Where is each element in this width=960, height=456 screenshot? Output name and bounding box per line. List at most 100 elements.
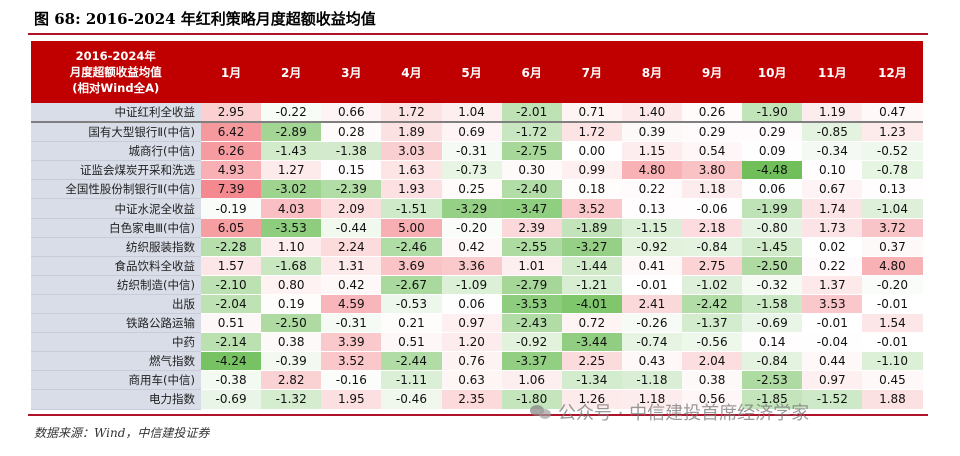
row-label: 证监会煤炭开采和洗选 <box>31 160 201 181</box>
value-cell: -3.27 <box>561 237 622 257</box>
value-cell: -0.01 <box>862 294 923 315</box>
value-cell: 0.80 <box>261 275 322 295</box>
value-cell: 3.53 <box>802 294 863 315</box>
value-cell: 2.95 <box>201 103 262 124</box>
value-cell: -1.44 <box>561 256 622 276</box>
value-cell: 0.10 <box>802 160 863 181</box>
table-row: 城商行(中信) 6.26 -1.43 -1.38 3.03 -0.31 -2.75 0.00 1… <box>31 141 923 162</box>
value-cell: 0.42 <box>321 275 382 295</box>
value-cell: -1.18 <box>621 370 682 391</box>
header-month: 6月 <box>501 41 563 103</box>
value-cell: 0.67 <box>802 179 863 200</box>
value-cell: 0.51 <box>201 313 262 334</box>
value-cell: 0.99 <box>561 160 622 181</box>
watermark-text: 公众号 · 中信建投首席经济学家 <box>558 403 810 424</box>
value-cell: -1.52 <box>802 389 863 410</box>
value-cell: 1.10 <box>261 237 322 257</box>
header-month: 3月 <box>321 41 382 103</box>
row-label: 纺织服装指数 <box>31 237 201 257</box>
value-cell: -1.85 <box>742 389 803 410</box>
row-label: 白色家电Ⅲ(中信) <box>31 218 201 238</box>
value-cell: 1.40 <box>621 103 682 124</box>
value-cell: 3.52 <box>321 351 382 372</box>
figure-title: 图 68: 2016-2024 年红利策略月度超额收益均值 <box>34 10 376 28</box>
value-cell: 1.37 <box>802 275 863 295</box>
value-cell: 2.39 <box>501 218 562 238</box>
value-cell: -3.37 <box>501 351 562 372</box>
value-cell: 0.28 <box>321 122 382 143</box>
value-cell: 4.59 <box>321 294 382 315</box>
row-label: 燃气指数 <box>31 351 201 372</box>
header-corner: 2016-2024年 月度超额收益均值 (相对Wind全A) <box>31 41 202 103</box>
value-cell: -0.31 <box>441 141 502 162</box>
value-cell: 2.09 <box>321 198 382 219</box>
value-cell: 0.06 <box>742 179 803 200</box>
value-cell: -2.39 <box>321 179 382 200</box>
value-cell: -1.45 <box>742 237 803 257</box>
value-cell: -0.34 <box>802 141 863 162</box>
value-cell: -2.79 <box>501 275 562 295</box>
value-cell: 1.18 <box>682 179 743 200</box>
value-cell: 0.45 <box>862 370 923 391</box>
table-row: 出版 -2.04 0.19 4.59 -0.53 0.06 -3.53 -4.01 2.41 -2… <box>31 294 923 315</box>
value-cell: 0.47 <box>862 103 923 124</box>
value-cell: -1.51 <box>381 198 442 219</box>
bottom-rule <box>28 414 928 416</box>
value-cell: 1.95 <box>321 389 382 410</box>
value-cell: 0.43 <box>621 351 682 372</box>
value-cell: 0.29 <box>742 122 803 143</box>
value-cell: -0.44 <box>321 218 382 238</box>
value-cell: 6.26 <box>201 141 262 162</box>
value-cell: -0.73 <box>441 160 502 181</box>
header-month: 9月 <box>682 41 743 103</box>
table-body: 中证红利全收益 2.95 -0.22 0.66 1.72 1.04 -2.01 0.71 1.4… <box>31 103 923 410</box>
value-cell: 6.05 <box>201 218 262 238</box>
value-cell: -4.48 <box>742 160 803 181</box>
table-row: 纺织制造(中信) -2.10 0.80 0.42 -2.67 -1.09 -2.79 -1.2… <box>31 275 923 295</box>
value-cell: -2.67 <box>381 275 442 295</box>
row-label: 中证红利全收益 <box>31 103 201 124</box>
value-cell: -1.02 <box>682 275 743 295</box>
value-cell: -3.02 <box>261 179 322 200</box>
value-cell: 0.30 <box>501 160 562 181</box>
value-cell: -2.42 <box>682 294 743 315</box>
value-cell: -1.32 <box>261 389 322 410</box>
value-cell: -0.20 <box>862 275 923 295</box>
value-cell: 1.04 <box>441 103 502 124</box>
value-cell: 2.82 <box>261 370 322 391</box>
value-cell: -0.56 <box>682 332 743 353</box>
header-month: 11月 <box>802 41 863 103</box>
row-label: 食品饮料全收益 <box>31 256 201 276</box>
value-cell: -1.89 <box>561 218 622 238</box>
value-cell: 1.19 <box>802 103 863 124</box>
table-row: 中证水泥全收益 -0.19 4.03 2.09 -1.51 -3.29 -3.47 3.52 0… <box>31 198 923 219</box>
value-cell: 2.18 <box>682 218 743 238</box>
value-cell: -1.21 <box>561 275 622 295</box>
value-cell: -0.69 <box>742 313 803 334</box>
value-cell: 0.63 <box>441 370 502 391</box>
value-cell: 4.03 <box>261 198 322 219</box>
value-cell: -0.78 <box>862 160 923 181</box>
table-row: 食品饮料全收益 1.57 -1.68 1.31 3.69 3.36 1.01 -1.44 0.4… <box>31 256 923 276</box>
watermark: 公众号 · 中信建投首席经济学家 <box>530 399 809 425</box>
value-cell: 1.73 <box>802 218 863 238</box>
header-month: 1月 <box>201 41 262 103</box>
value-cell: 0.38 <box>682 370 743 391</box>
value-cell: 0.18 <box>561 179 622 200</box>
header-month: 12月 <box>862 41 924 103</box>
value-cell: 1.72 <box>381 103 442 124</box>
header-month: 2月 <box>261 41 322 103</box>
value-cell: 0.76 <box>441 351 502 372</box>
value-cell: 0.42 <box>441 237 502 257</box>
value-cell: -1.99 <box>742 198 803 219</box>
value-cell: -1.80 <box>501 389 562 410</box>
table-row: 纺织服装指数 -2.28 1.10 2.24 -2.46 0.42 -2.55 -3.27 -0… <box>31 237 923 257</box>
value-cell: -1.90 <box>742 103 803 124</box>
value-cell: 6.42 <box>201 122 262 143</box>
value-cell: 3.03 <box>381 141 442 162</box>
value-cell: -3.53 <box>501 294 562 315</box>
value-cell: 0.51 <box>381 332 442 353</box>
value-cell: 1.27 <box>261 160 322 181</box>
value-cell: -2.04 <box>201 294 262 315</box>
value-cell: 1.06 <box>501 370 562 391</box>
